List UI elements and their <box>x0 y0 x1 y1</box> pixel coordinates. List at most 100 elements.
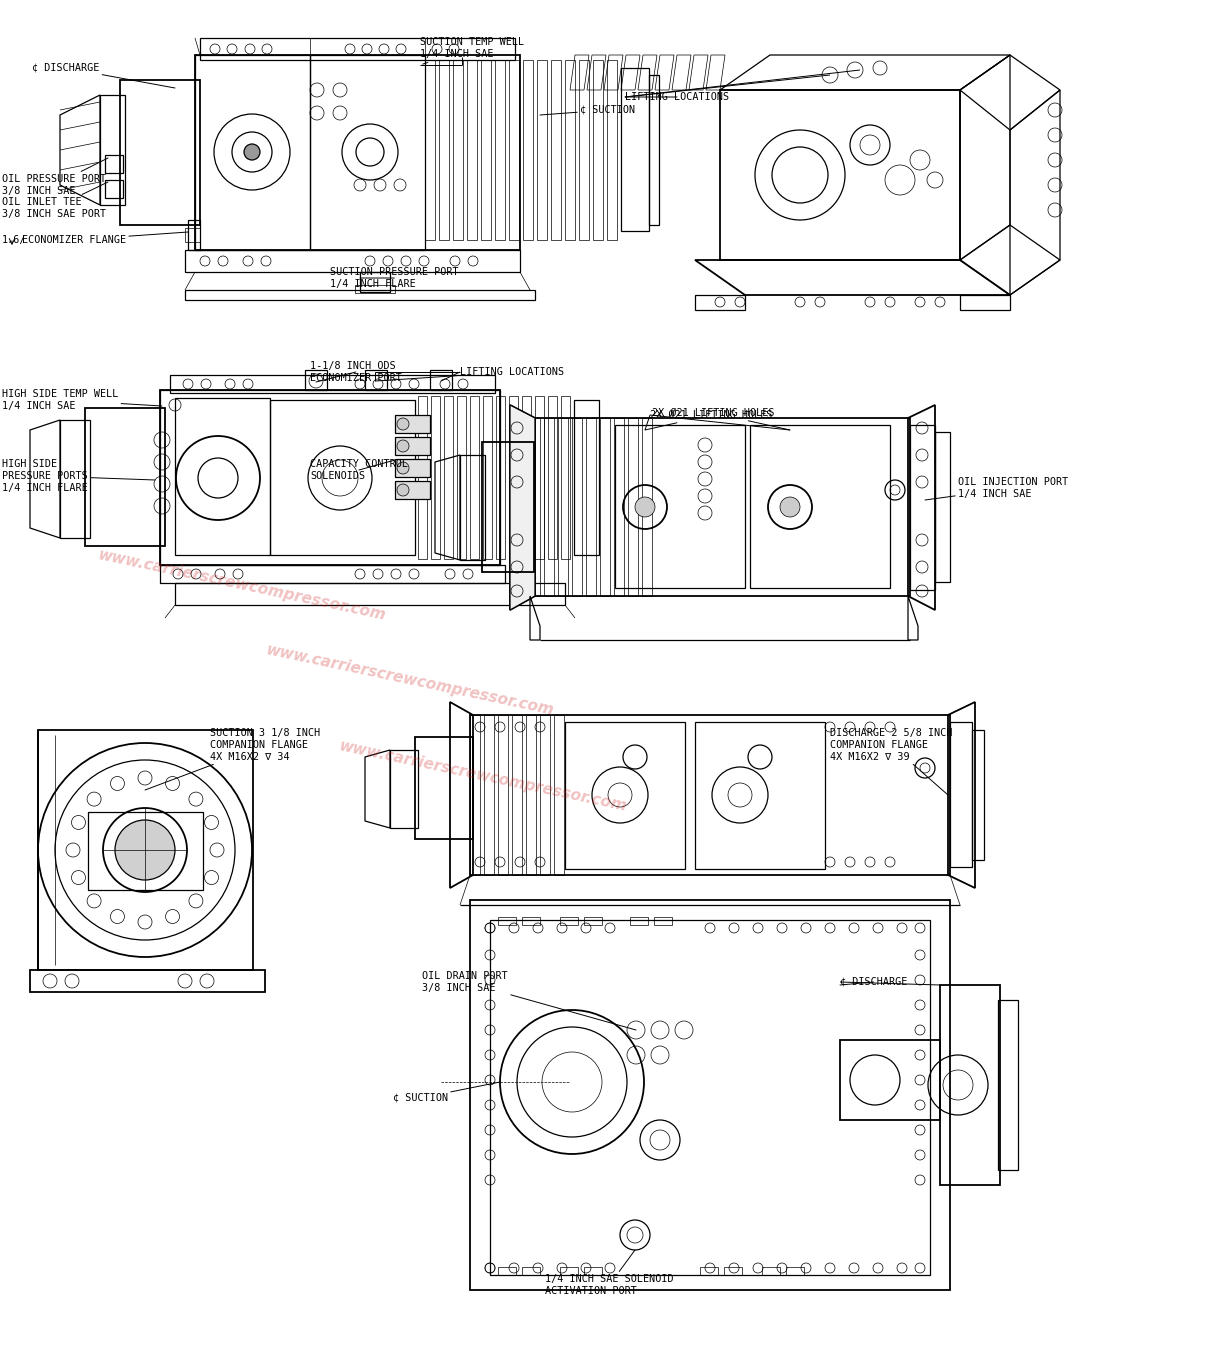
Bar <box>483 396 492 559</box>
Text: 1-1/8 INCH ODS
ECONOMIZER PORT: 1-1/8 INCH ODS ECONOMIZER PORT <box>310 361 402 382</box>
Bar <box>628 418 637 596</box>
Bar <box>418 396 427 559</box>
Bar <box>562 396 570 559</box>
Text: OIL INLET TEE
3/8 INCH SAE PORT: OIL INLET TEE 3/8 INCH SAE PORT <box>2 182 108 219</box>
Bar <box>39 729 253 970</box>
Bar <box>972 729 984 860</box>
Text: ECONOMIZER FLANGE: ECONOMIZER FLANGE <box>22 231 188 245</box>
Ellipse shape <box>780 497 800 517</box>
Text: 2X Ø21 LIFTING HOLES: 2X Ø21 LIFTING HOLES <box>645 410 772 430</box>
Bar <box>551 60 562 240</box>
Bar <box>535 396 543 559</box>
Bar <box>512 715 522 875</box>
Bar <box>642 418 652 596</box>
Bar <box>395 480 430 499</box>
Text: ¢ SUCTION: ¢ SUCTION <box>540 105 635 114</box>
Ellipse shape <box>396 440 408 452</box>
Bar <box>495 60 505 240</box>
Bar <box>395 415 430 433</box>
Bar <box>554 715 564 875</box>
Bar <box>186 290 535 299</box>
Bar <box>600 418 610 596</box>
Bar <box>365 370 387 391</box>
Bar <box>565 60 575 240</box>
Bar <box>186 229 200 242</box>
Bar <box>537 60 547 240</box>
Bar <box>175 583 565 606</box>
Bar <box>105 180 123 197</box>
Text: SUCTION 3 1/8 INCH
COMPANION FLANGE
4X M16X2 ∇ 34: SUCTION 3 1/8 INCH COMPANION FLANGE 4X M… <box>145 728 321 789</box>
Ellipse shape <box>114 819 175 881</box>
Bar <box>762 1267 780 1275</box>
Bar <box>470 396 480 559</box>
Bar <box>630 917 648 925</box>
Bar <box>160 391 500 565</box>
Text: OIL INJECTION PORT
1/4 INCH SAE: OIL INJECTION PORT 1/4 INCH SAE <box>925 478 1069 499</box>
Text: SUCTION TEMP WELL
1/4 INCH SAE: SUCTION TEMP WELL 1/4 INCH SAE <box>421 37 524 64</box>
Bar <box>490 920 930 1275</box>
Bar <box>724 1267 742 1275</box>
Bar <box>498 715 509 875</box>
Bar <box>468 60 477 240</box>
Bar <box>543 418 554 596</box>
Bar <box>175 397 270 555</box>
Bar <box>482 442 534 572</box>
Bar <box>509 60 519 240</box>
Bar <box>360 272 390 293</box>
Bar <box>188 220 200 250</box>
Bar <box>527 715 536 875</box>
Text: LIFTING LOCATIONS: LIFTING LOCATIONS <box>376 367 564 381</box>
Bar <box>935 431 950 583</box>
Bar <box>270 400 415 555</box>
Bar <box>786 1267 804 1275</box>
Bar <box>558 418 568 596</box>
Text: SUCTION PRESSURE PORT
1/4 INCH FLARE: SUCTION PRESSURE PORT 1/4 INCH FLARE <box>330 267 459 289</box>
Bar <box>160 391 500 565</box>
Ellipse shape <box>635 497 656 517</box>
Text: CAPACITY CONTROL
SOLENOIDS: CAPACITY CONTROL SOLENOIDS <box>310 459 408 480</box>
Bar <box>615 418 624 596</box>
Bar <box>186 250 521 272</box>
Bar <box>998 1000 1018 1170</box>
Bar <box>195 54 521 250</box>
Text: ¢ DISCHARGE: ¢ DISCHARGE <box>33 63 175 88</box>
Bar <box>695 721 825 870</box>
Bar <box>457 396 466 559</box>
Text: OIL DRAIN PORT
3/8 INCH SAE: OIL DRAIN PORT 3/8 INCH SAE <box>422 972 636 1030</box>
Bar <box>649 75 659 225</box>
Text: HIGH SIDE TEMP WELL
1/4 INCH SAE: HIGH SIDE TEMP WELL 1/4 INCH SAE <box>2 389 161 411</box>
Bar <box>60 421 90 538</box>
Bar <box>950 721 972 867</box>
Text: OIL PRESSURE PORT
3/8 INCH SAE: OIL PRESSURE PORT 3/8 INCH SAE <box>2 158 108 196</box>
Bar <box>30 970 265 992</box>
Text: 2X Ø21 LIFTING HOLES: 2X Ø21 LIFTING HOLES <box>652 408 790 430</box>
Ellipse shape <box>396 485 408 495</box>
Text: DISCHARGE 2 5/8 INCH
COMPANION FLANGE
4X M16X2 ∇ 39: DISCHARGE 2 5/8 INCH COMPANION FLANGE 4X… <box>830 728 952 795</box>
Bar <box>390 750 418 827</box>
Bar <box>586 418 596 596</box>
Bar <box>522 396 531 559</box>
Text: www.carrierscrewcompressor.com: www.carrierscrewcompressor.com <box>265 642 556 719</box>
Bar <box>470 715 480 875</box>
Bar <box>430 370 452 391</box>
Bar <box>498 1267 516 1275</box>
Bar <box>425 60 435 240</box>
Text: 1/4 INCH SAE SOLENOID
ACTIVATION PORT: 1/4 INCH SAE SOLENOID ACTIVATION PORT <box>545 1249 674 1296</box>
Bar <box>105 155 123 173</box>
Bar <box>574 400 599 555</box>
Text: www.carrierscrewcompressor.com: www.carrierscrewcompressor.com <box>96 547 387 623</box>
Bar <box>750 425 890 588</box>
Text: ¢ SUCTION: ¢ SUCTION <box>393 1082 500 1102</box>
Bar <box>200 38 515 60</box>
Bar <box>460 455 484 559</box>
Bar <box>700 1267 718 1275</box>
Bar <box>470 715 950 875</box>
Bar <box>840 1040 940 1120</box>
Ellipse shape <box>396 461 408 474</box>
Bar <box>395 437 430 455</box>
Bar <box>481 60 490 240</box>
Bar <box>540 715 549 875</box>
Ellipse shape <box>396 418 408 430</box>
Bar <box>578 60 589 240</box>
Bar <box>560 917 578 925</box>
